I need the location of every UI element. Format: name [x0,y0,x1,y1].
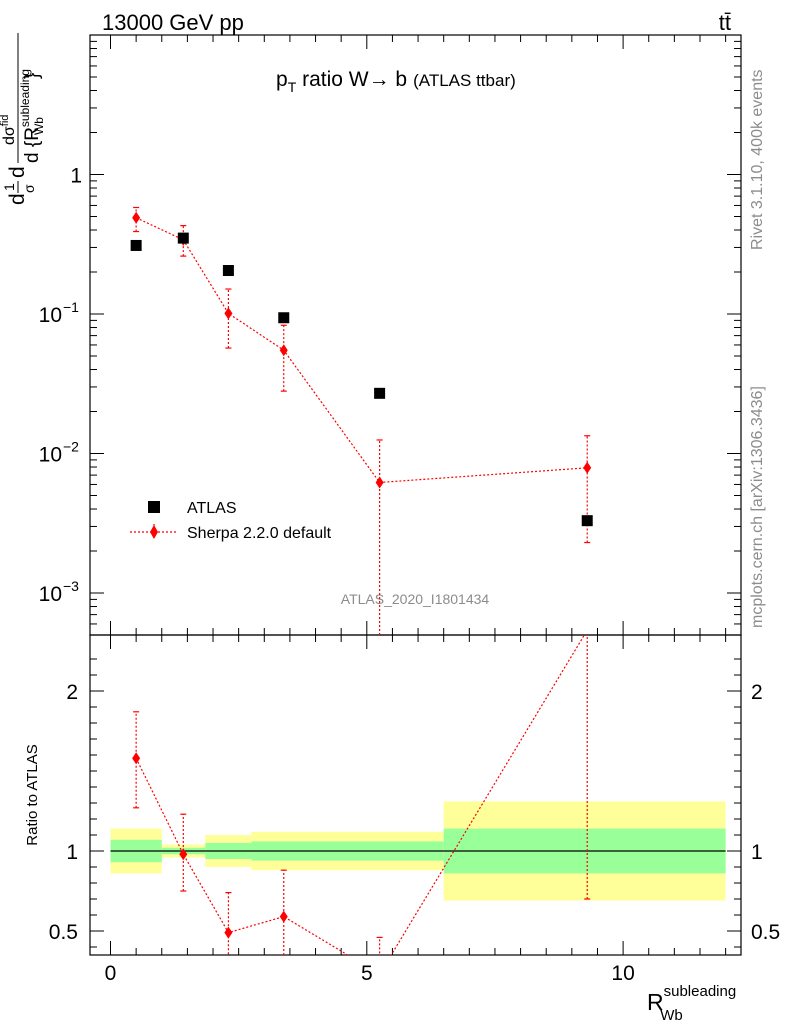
x-tick-label: 5 [361,962,373,985]
sherpa-point [132,211,141,224]
ratio-sherpa-point [224,926,233,939]
atlas-point [374,387,386,399]
ratio-y-tick-label-right: 2 [751,681,763,704]
ratio-y-tick-label-right: 1 [751,841,763,864]
ratio-y-tick-label-left: 2 [66,681,78,704]
y-tick-label-exponent: −1 [63,299,79,315]
ratio-sherpa-point [376,968,384,980]
ratio-y-tick-label-left: 1 [66,841,78,864]
legend-atlas-marker [148,501,160,513]
mcplots-label: mcplots.cern.ch [arXiv:1306.3436] [749,386,766,628]
ratio-sherpa-group [132,635,591,980]
main-y-axis-label: d 1 σ d dσfid d {RsubleadingWb} [0,33,46,205]
legend: ATLAS Sherpa 2.2.0 default [130,500,332,542]
ratio-sherpa-point [132,752,141,765]
plot-title: pT ratio W→ b (ATLAS ttbar) [276,68,516,95]
svg-text:dσfid: dσfid [0,115,18,145]
process-label: 13000 GeV pp [102,10,244,35]
svg-text:d: d [6,166,29,178]
sherpa-point [583,461,592,474]
sherpa-point [224,307,233,320]
ratio-sherpa-point [179,848,188,861]
ratio-sherpa-point [586,635,589,637]
ratio-y-axis-label: Ratio to ATLAS [24,744,41,845]
rivet-label: Rivet 3.1.10, 400k events [749,69,766,250]
main-plot-area: 110−110−210−3 [39,34,741,636]
x-tick-label: 0 [105,962,117,985]
sherpa-point [279,344,288,357]
svg-text:d {RsubleadingWb}: d {RsubleadingWb} [18,69,46,163]
sherpa-point [375,476,384,489]
analysis-watermark: ATLAS_2020_I1801434 [341,591,490,607]
ratio-plot-area: 0.5 0.5 1 1 2 2 0 5 10 [49,635,780,985]
legend-sherpa-label: Sherpa 2.2.0 default [187,525,332,542]
y-tick-label-exponent: −3 [63,578,79,594]
ratio-y-tick-label-left: 0.5 [49,921,78,944]
y-tick-label: 1 [70,165,82,188]
ratio-y-tick-label-right: 0.5 [751,921,780,944]
y-tick-label: 10 [39,583,62,606]
y-tick-label: 10 [39,444,62,467]
legend-sherpa-marker [150,525,158,539]
ratio-sherpa-point [279,910,288,923]
y-tick-label: 10 [39,304,62,327]
main-panel-frame [89,34,742,636]
atlas-point [278,312,290,324]
atlas-point [222,265,234,277]
svg-text:d: d [6,193,29,205]
x-axis-label: Rsubleading Wb [647,983,736,1024]
ratio-sherpa-line [135,635,586,955]
final-state-label: tt̄ [719,10,731,35]
x-tick-label: 10 [611,962,634,985]
sherpa-line [135,217,588,484]
svg-text:σ: σ [21,184,37,193]
atlas-point [130,239,142,251]
atlas-point [177,232,189,244]
atlas-point [581,515,593,527]
y-tick-label-exponent: −2 [63,439,79,455]
legend-atlas-label: ATLAS [187,500,237,517]
svg-text:1: 1 [1,183,17,191]
ratio-panel-frame [89,634,742,956]
